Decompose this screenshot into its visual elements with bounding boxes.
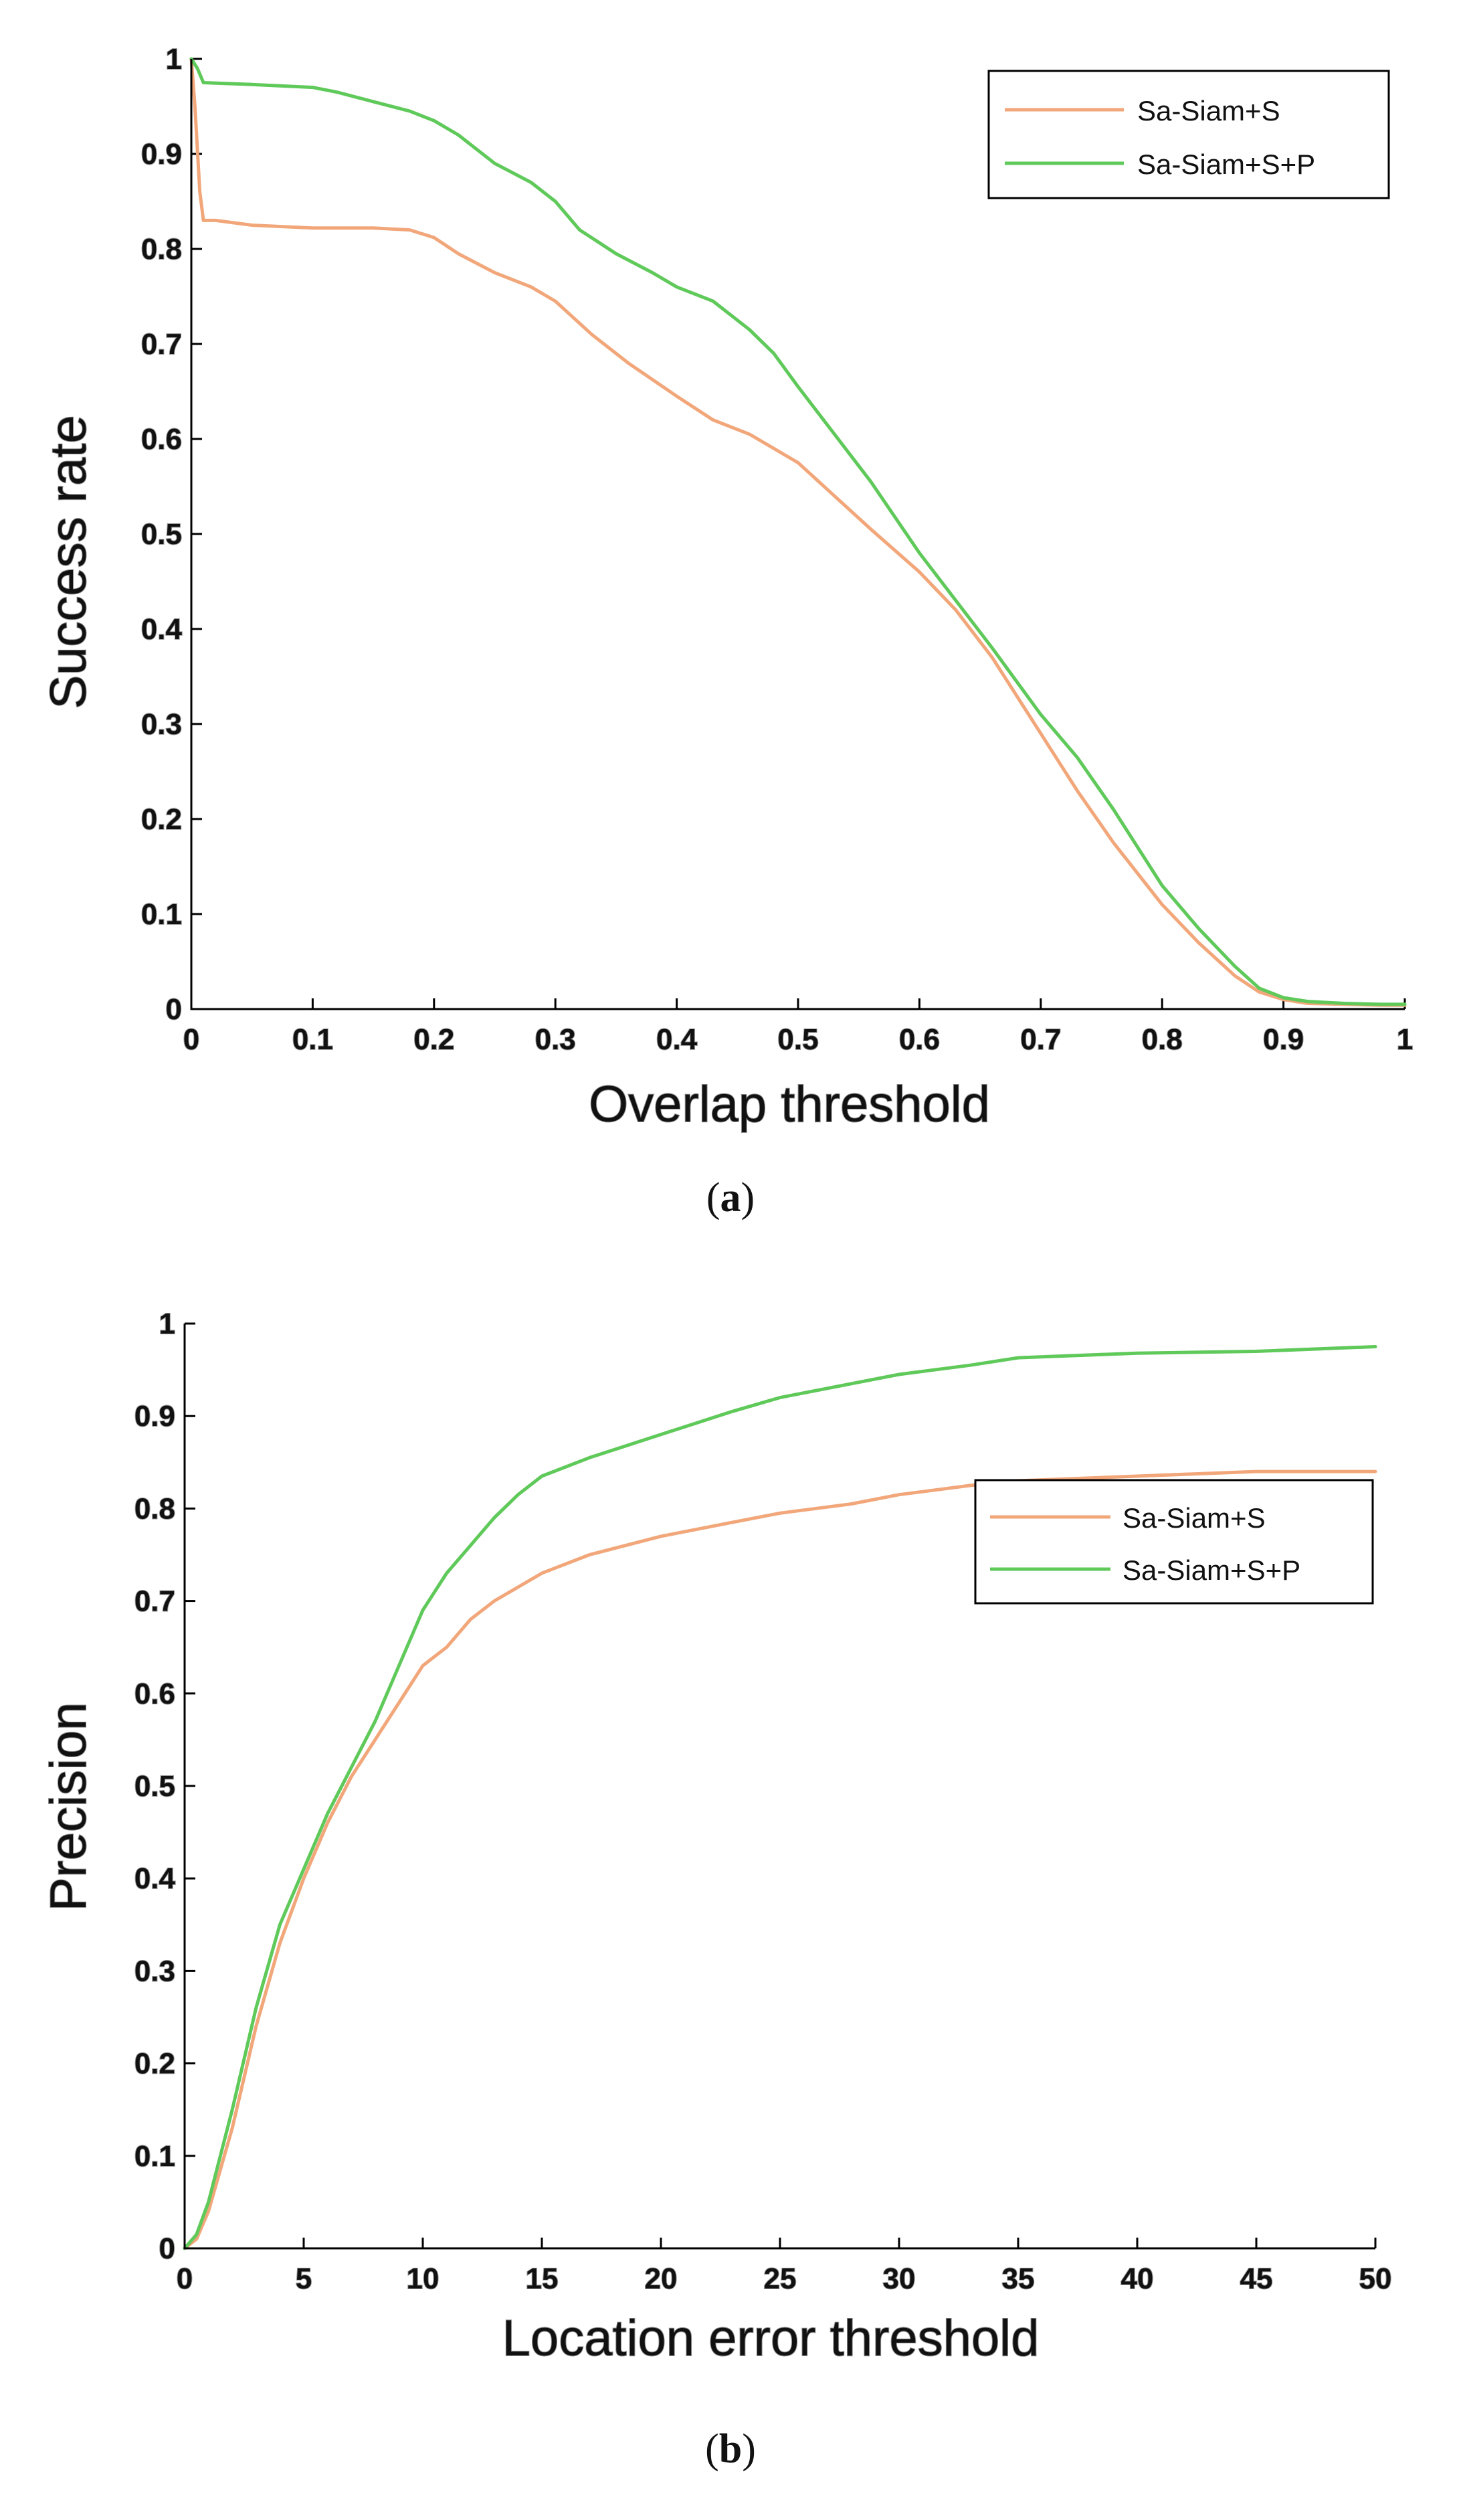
chart-a-series-sa-siam-s-p [189, 57, 1407, 1006]
chart-b-legend-box [974, 1479, 1374, 1605]
chart-b-legend-label-sa-siam-s-p: Sa-Siam+S+P [1123, 1554, 1300, 1586]
chart-b-y-tick-label-1: 0.1 [134, 2140, 175, 2173]
chart-a-legend: Sa-Siam+S Sa-Siam+S+P [987, 70, 1390, 199]
chart-a-x-tick-label-3: 0.3 [535, 1023, 576, 1056]
chart-a-x-ticks: 0 0.1 0.2 0.3 0.4 0.5 0.6 0.7 0.8 0.9 1 [183, 998, 1414, 1057]
chart-b-caption-open: ( [705, 2426, 719, 2472]
chart-b-x-tick-label-1: 5 [296, 2262, 312, 2295]
chart-b-y-tick-label-6: 0.6 [134, 1678, 175, 1710]
chart-a-y-tick-label-10: 1 [166, 43, 182, 76]
chart-b-caption-close: ) [742, 2426, 756, 2472]
chart-a-caption: (a) [706, 1175, 755, 1221]
chart-a-y-tick-label-3: 0.3 [141, 708, 182, 741]
chart-a-caption-close: ) [741, 1175, 755, 1221]
chart-a-legend-label-sa-siam-s-p: Sa-Siam+S+P [1137, 149, 1315, 180]
chart-a: 0 0.1 0.2 0.3 0.4 0.5 0.6 0.7 0.8 0.9 1 0 0.1 0.2 0.3… [39, 42, 1414, 1221]
chart-a-y-tick-label-0: 0 [166, 993, 182, 1026]
chart-a-x-tick-label-8: 0.8 [1142, 1023, 1183, 1056]
chart-b-x-tick-label-4: 20 [645, 2262, 678, 2295]
chart-a-y-ticks: 0 0.1 0.2 0.3 0.4 0.5 0.6 0.7 0.8 0.9 1 [140, 42, 202, 1026]
chart-b-x-tick-label-10: 50 [1359, 2262, 1392, 2295]
chart-a-axes [190, 59, 1405, 1010]
chart-a-legend-box [987, 70, 1390, 199]
chart-a-x-tick-label-2: 0.2 [413, 1023, 454, 1056]
chart-b-y-tick-label-10: 1 [159, 1308, 175, 1340]
chart-b-caption: (b) [705, 2426, 756, 2472]
chart-b-y-tick-label-0: 0 [159, 2232, 175, 2265]
chart-b-x-tick-label-3: 15 [526, 2262, 559, 2295]
chart-a-y-tick-label-5: 0.5 [141, 518, 182, 551]
chart-b-x-axis-title: Location error threshold [502, 2310, 1040, 2367]
chart-a-y-tick-label-2: 0.2 [141, 803, 182, 836]
chart-a-y-tick-label-1: 0.1 [141, 898, 182, 931]
chart-b-x-tick-label-7: 35 [1002, 2262, 1035, 2295]
chart-a-x-tick-label-7: 0.7 [1020, 1023, 1061, 1056]
chart-b-series [183, 1345, 1377, 2250]
chart-b-x-tick-label-6: 30 [883, 2262, 916, 2295]
chart-b-y-tick-label-2: 0.2 [134, 2048, 175, 2080]
chart-a-y-tick-label-8: 0.8 [141, 233, 182, 266]
chart-a-y-tick-label-4: 0.4 [141, 613, 183, 646]
chart-a-caption-letter: a [720, 1175, 741, 1221]
chart-b-y-tick-label-8: 0.8 [134, 1492, 175, 1525]
chart-b-x-tick-label-2: 10 [407, 2262, 440, 2295]
chart-b-y-tick-label-9: 0.9 [134, 1400, 175, 1433]
chart-a-y-tick-label-9: 0.9 [141, 138, 182, 171]
chart-a-y-tick-label-7: 0.7 [141, 328, 182, 361]
chart-a-series-sa-siam-s [189, 57, 1407, 1007]
chart-a-x-tick-label-10: 1 [1397, 1023, 1413, 1056]
chart-b-axes [183, 1324, 1375, 2250]
chart-b: 0 5 10 15 20 25 30 35 40 45 50 0 0.1 0.2 0.3 0.4 0.5 0.6… [39, 1307, 1392, 2472]
chart-b-y-axis-title: Precision [40, 1702, 97, 1912]
chart-b-x-tick-label-8: 40 [1121, 2262, 1154, 2295]
chart-a-y-tick-label-6: 0.6 [141, 423, 182, 456]
chart-b-x-tick-label-0: 0 [177, 2262, 193, 2295]
chart-b-x-tick-label-5: 25 [764, 2262, 797, 2295]
chart-a-x-axis-title: Overlap threshold [589, 1076, 990, 1133]
chart-b-x-ticks: 0 5 10 15 20 25 30 35 40 45 50 [176, 2238, 1392, 2296]
chart-a-x-tick-label-4: 0.4 [656, 1023, 698, 1056]
chart-b-legend: Sa-Siam+S Sa-Siam+S+P [974, 1479, 1374, 1605]
chart-b-x-tick-label-9: 45 [1240, 2262, 1273, 2295]
chart-a-legend-label-sa-siam-s: Sa-Siam+S [1137, 95, 1280, 126]
chart-b-y-tick-label-7: 0.7 [134, 1585, 175, 1618]
chart-b-y-ticks: 0 0.1 0.2 0.3 0.4 0.5 0.6 0.7 0.8 0.9 1 [134, 1307, 195, 2266]
chart-b-series-sa-siam-s-p [183, 1345, 1377, 2250]
chart-a-x-tick-label-0: 0 [183, 1023, 199, 1056]
chart-a-series [189, 57, 1407, 1007]
chart-b-y-tick-label-3: 0.3 [134, 1955, 175, 1987]
chart-a-x-tick-label-9: 0.9 [1263, 1023, 1304, 1056]
chart-a-y-axis-title: Success rate [40, 415, 97, 709]
chart-b-y-tick-label-5: 0.5 [134, 1770, 175, 1803]
chart-b-caption-letter: b [719, 2426, 742, 2472]
chart-a-x-tick-label-1: 0.1 [292, 1023, 333, 1056]
chart-b-series-sa-siam-s [183, 1469, 1377, 2250]
chart-b-legend-label-sa-siam-s: Sa-Siam+S [1123, 1502, 1266, 1534]
chart-a-x-tick-label-5: 0.5 [777, 1023, 818, 1056]
chart-b-y-tick-label-4: 0.4 [134, 1862, 176, 1895]
chart-a-caption-open: ( [706, 1175, 720, 1221]
chart-a-x-tick-label-6: 0.6 [899, 1023, 940, 1056]
